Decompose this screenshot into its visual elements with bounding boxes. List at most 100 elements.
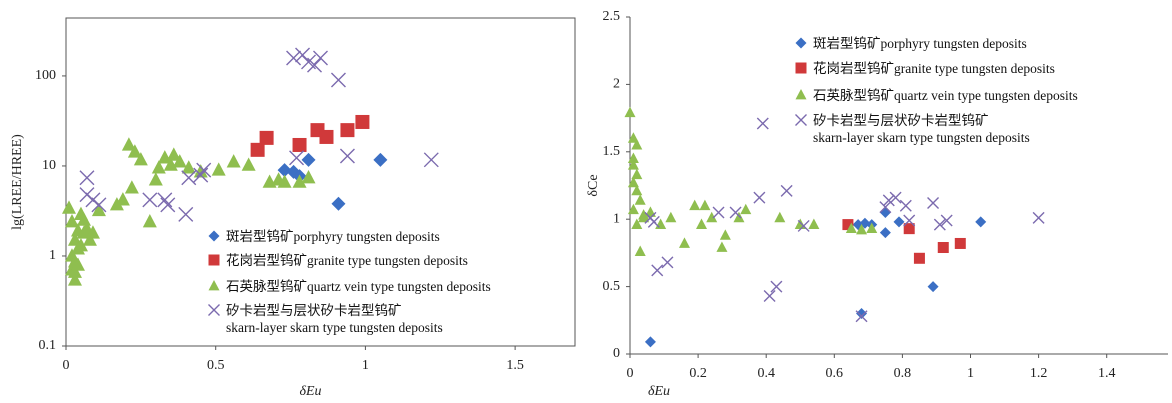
point	[121, 137, 136, 151]
point	[319, 129, 334, 144]
point	[70, 257, 85, 271]
point	[719, 229, 731, 240]
point	[879, 201, 892, 214]
point	[794, 218, 806, 229]
point	[355, 114, 370, 129]
point	[178, 206, 194, 222]
point	[85, 192, 101, 208]
legend-marker	[208, 279, 220, 291]
point	[627, 152, 639, 163]
legend-marker	[208, 230, 220, 242]
point	[733, 211, 745, 223]
point	[678, 237, 690, 248]
point	[61, 200, 76, 214]
point	[286, 50, 302, 66]
point	[689, 199, 701, 211]
point	[975, 216, 987, 228]
x-axis-label: δEu	[648, 384, 670, 399]
point	[151, 160, 166, 174]
point	[277, 163, 292, 178]
point	[879, 206, 891, 218]
point	[866, 222, 878, 234]
point	[770, 280, 783, 293]
point	[115, 192, 130, 206]
point	[292, 174, 307, 188]
y-tick-label: 1	[49, 248, 56, 263]
point	[331, 196, 346, 211]
y-tick-label: 0	[613, 346, 620, 361]
point	[706, 211, 718, 223]
point	[142, 214, 157, 228]
point	[91, 202, 106, 217]
legend-entry: 斑岩型钨矿porphyry tungsten deposits	[813, 36, 1027, 51]
x-tick-label: 0.8	[894, 366, 912, 381]
point	[627, 203, 639, 215]
y-tick-label: 2	[613, 77, 620, 92]
point	[627, 159, 639, 170]
point	[634, 194, 646, 205]
point	[879, 227, 891, 239]
point	[64, 214, 79, 228]
point	[241, 157, 256, 171]
point	[797, 219, 810, 232]
legend-marker	[208, 254, 220, 266]
point	[651, 264, 664, 277]
point	[661, 256, 674, 269]
legend-entry: 石英脉型钨矿quartz vein type tungsten deposits	[226, 279, 491, 294]
point	[70, 241, 85, 255]
point	[193, 167, 209, 183]
point	[927, 197, 940, 210]
point	[856, 308, 868, 320]
legend-marker	[795, 62, 807, 74]
point	[665, 211, 677, 223]
point	[634, 245, 646, 256]
point	[1032, 211, 1045, 224]
point	[699, 199, 711, 211]
point	[903, 214, 916, 227]
point	[292, 137, 307, 152]
point	[307, 57, 323, 73]
y-tick-label: 10	[42, 158, 56, 173]
x-tick-label: 0	[627, 366, 634, 381]
point	[181, 170, 197, 186]
point	[79, 170, 95, 186]
point	[729, 206, 742, 219]
point	[899, 199, 912, 212]
y-axis-label: δCe	[586, 174, 601, 196]
point	[85, 225, 100, 239]
legend-entry: 石英脉型钨矿quartz vein type tungsten deposits	[813, 88, 1078, 103]
point	[340, 123, 355, 138]
point	[142, 192, 158, 208]
point	[933, 218, 946, 231]
point	[211, 162, 226, 176]
point	[624, 106, 636, 118]
point	[124, 180, 139, 194]
point	[250, 142, 265, 157]
y-tick-label: 100	[35, 68, 56, 83]
point	[756, 117, 769, 130]
point	[259, 130, 274, 145]
y-tick-label: 2.5	[603, 9, 621, 24]
point	[712, 206, 725, 219]
point	[82, 232, 97, 246]
point	[780, 184, 793, 197]
legend-entry: 花岗岩型钨矿granite type tungsten deposits	[813, 61, 1055, 76]
point	[631, 168, 643, 180]
point	[196, 162, 212, 178]
legend-entry: 矽卡岩型与层状矽卡岩型钨矿 skarn-layer skarn type tun…	[813, 113, 1030, 145]
legend-entry: 花岗岩型钨矿granite type tungsten deposits	[226, 253, 468, 268]
legend-marker	[795, 114, 807, 126]
point	[127, 144, 142, 158]
legend-marker	[795, 88, 807, 100]
point	[913, 252, 925, 264]
point	[740, 203, 752, 215]
point	[882, 194, 895, 207]
point	[76, 212, 91, 226]
x-tick-label: 1.4	[1098, 366, 1116, 381]
point	[133, 152, 148, 166]
point	[226, 154, 241, 168]
point	[277, 174, 292, 188]
point	[181, 160, 196, 174]
y-tick-label: 0.5	[603, 279, 621, 294]
point	[889, 191, 902, 204]
